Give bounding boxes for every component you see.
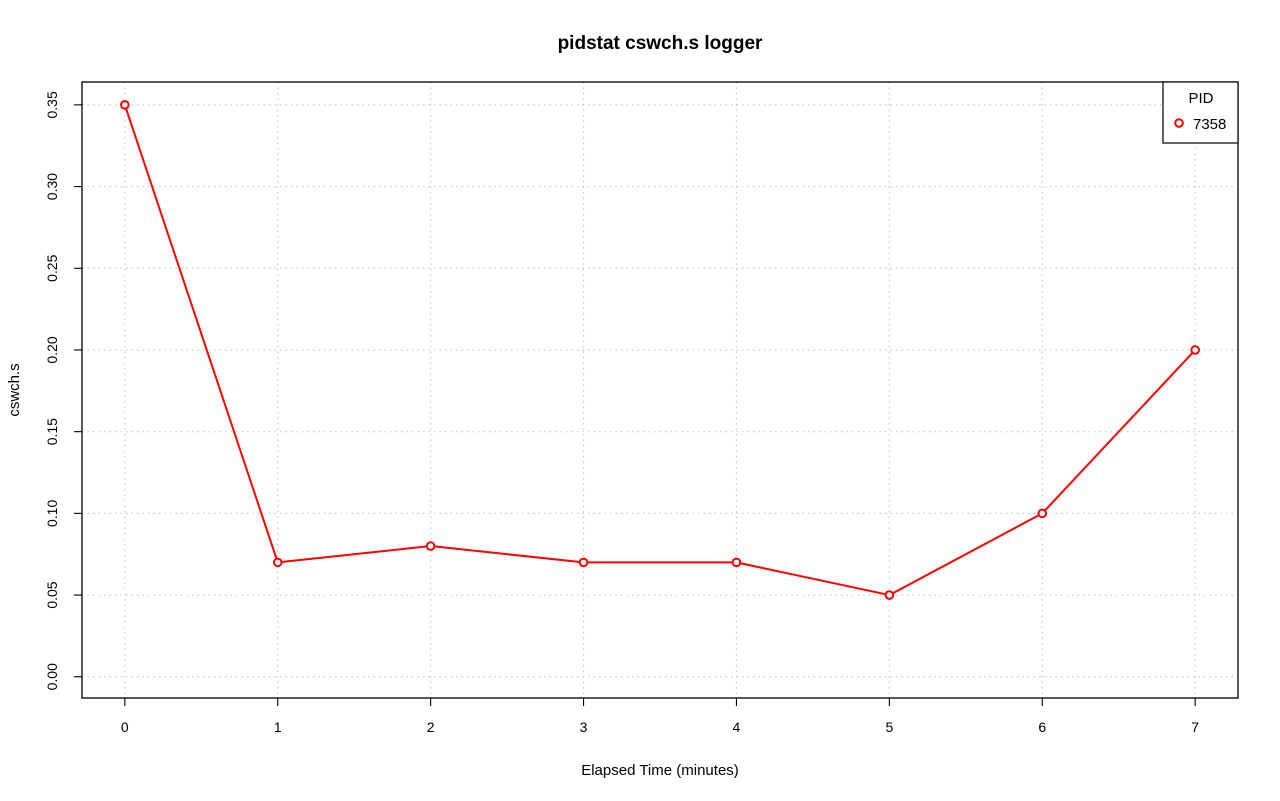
series-line-segment (736, 561, 890, 597)
y-tick-label: 0.00 (44, 663, 60, 690)
x-tick-label: 6 (1038, 719, 1046, 735)
y-tick-label: 0.10 (44, 500, 60, 527)
data-point (120, 100, 130, 110)
data-point (1037, 508, 1048, 519)
legend-box (1162, 81, 1239, 144)
y-tick-label: 0.25 (44, 254, 60, 281)
plot-frame (81, 81, 1239, 699)
y-axis-label: cswch.s (6, 363, 23, 416)
legend-marker-7358 (1174, 118, 1184, 128)
y-tick-label: 0.15 (44, 418, 60, 445)
series-layer (120, 100, 1200, 600)
x-axis: 0 1 2 3 4 5 6 7 (121, 698, 1199, 735)
x-tick-label: 0 (121, 719, 129, 735)
y-tick-label: 0.05 (44, 581, 60, 608)
chart-title: pidstat cswch.s logger (558, 33, 763, 54)
data-point (884, 590, 895, 600)
series-line-segment (888, 512, 1043, 596)
y-tick-label: 0.20 (44, 336, 60, 363)
x-tick-label: 4 (733, 719, 741, 735)
y-tick-label: 0.35 (44, 91, 60, 118)
x-tick-label: 5 (885, 719, 893, 735)
data-point (272, 557, 283, 568)
legend: PID 7358 (1162, 81, 1239, 144)
y-tick-label: 0.30 (44, 173, 60, 200)
data-point (578, 557, 589, 568)
data-point (1190, 345, 1200, 355)
data-point (731, 557, 742, 568)
legend-label-7358: 7358 (1193, 116, 1226, 133)
data-point (425, 541, 436, 551)
legend-title: PID (1188, 90, 1213, 107)
series-line-segment (123, 104, 279, 563)
x-tick-label: 3 (580, 719, 588, 735)
series-line-segment (277, 545, 431, 564)
series-line-segment (1041, 349, 1196, 515)
x-tick-label: 2 (427, 719, 435, 735)
x-tick-label: 1 (274, 719, 282, 735)
x-tick-label: 7 (1191, 719, 1199, 735)
series-line-segment (430, 545, 584, 564)
y-axis: 0.00 0.05 0.10 0.15 0.20 0.25 0.30 0.35 (44, 91, 82, 690)
x-axis-label: Elapsed Time (minutes) (581, 762, 739, 779)
